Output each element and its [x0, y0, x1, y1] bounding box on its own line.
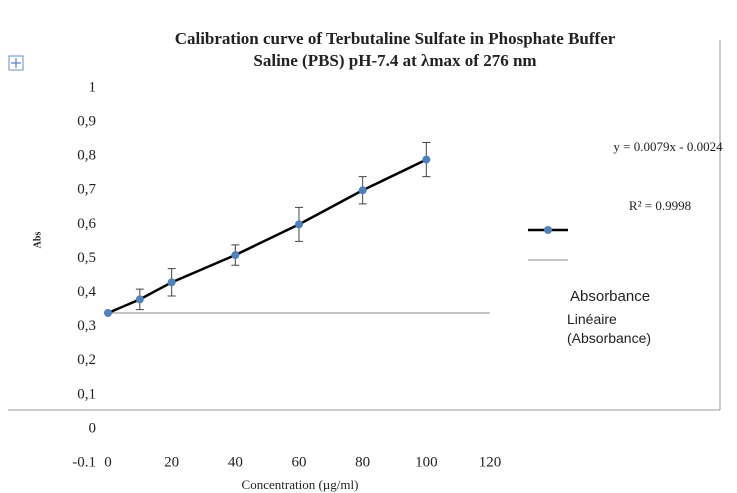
- y-tick-label: 0,1: [77, 386, 96, 402]
- data-point: [104, 309, 112, 317]
- legend-label: Linéaire (Absorbance): [567, 311, 651, 346]
- data-point: [135, 295, 144, 304]
- y-tick-label: 0,3: [77, 318, 96, 334]
- y-tick-label: 0,7: [77, 182, 96, 198]
- data-point: [231, 251, 240, 260]
- y-tick-label: 1: [89, 79, 97, 95]
- data-point: [167, 278, 176, 287]
- y-tick-label: 0,8: [77, 148, 96, 164]
- x-tick-label: 60: [292, 454, 307, 470]
- y-axis-label: Abs: [32, 232, 43, 249]
- data-point: [422, 155, 431, 164]
- x-tick-label: 80: [355, 454, 370, 470]
- chart-title: Calibration curve of Terbutaline Sulfate…: [175, 29, 616, 48]
- y-tick-label: 0,6: [77, 216, 96, 232]
- x-tick-label: 40: [228, 454, 243, 470]
- legend-label: Absorbance: [570, 288, 650, 305]
- chart-subtitle: Saline (PBS) pH-7.4 at λmax of 276 nm: [253, 51, 536, 70]
- x-tick-label: 120: [479, 454, 502, 470]
- r-squared: R² = 0.9998: [629, 198, 691, 213]
- data-point: [358, 186, 367, 195]
- x-tick-label: 20: [164, 454, 179, 470]
- equation: y = 0.0079x - 0.0024: [613, 139, 723, 154]
- y-tick-label: 0,4: [77, 284, 96, 300]
- data-point: [295, 220, 303, 229]
- x-tick-label: 100: [415, 454, 438, 470]
- move-icon: [11, 58, 21, 68]
- trend-line: [107, 158, 427, 315]
- y-tick-label: 0,2: [77, 352, 96, 368]
- x-axis-label: Concentration (µg/ml): [242, 477, 359, 492]
- legend-swatch: [544, 226, 552, 234]
- y-tick-label: 0: [89, 420, 97, 436]
- x-tick-label: 0: [104, 454, 112, 470]
- y-tick-label: -0.1: [72, 454, 96, 470]
- y-tick-label: 0,9: [77, 114, 96, 130]
- y-tick-label: 0,5: [77, 250, 96, 266]
